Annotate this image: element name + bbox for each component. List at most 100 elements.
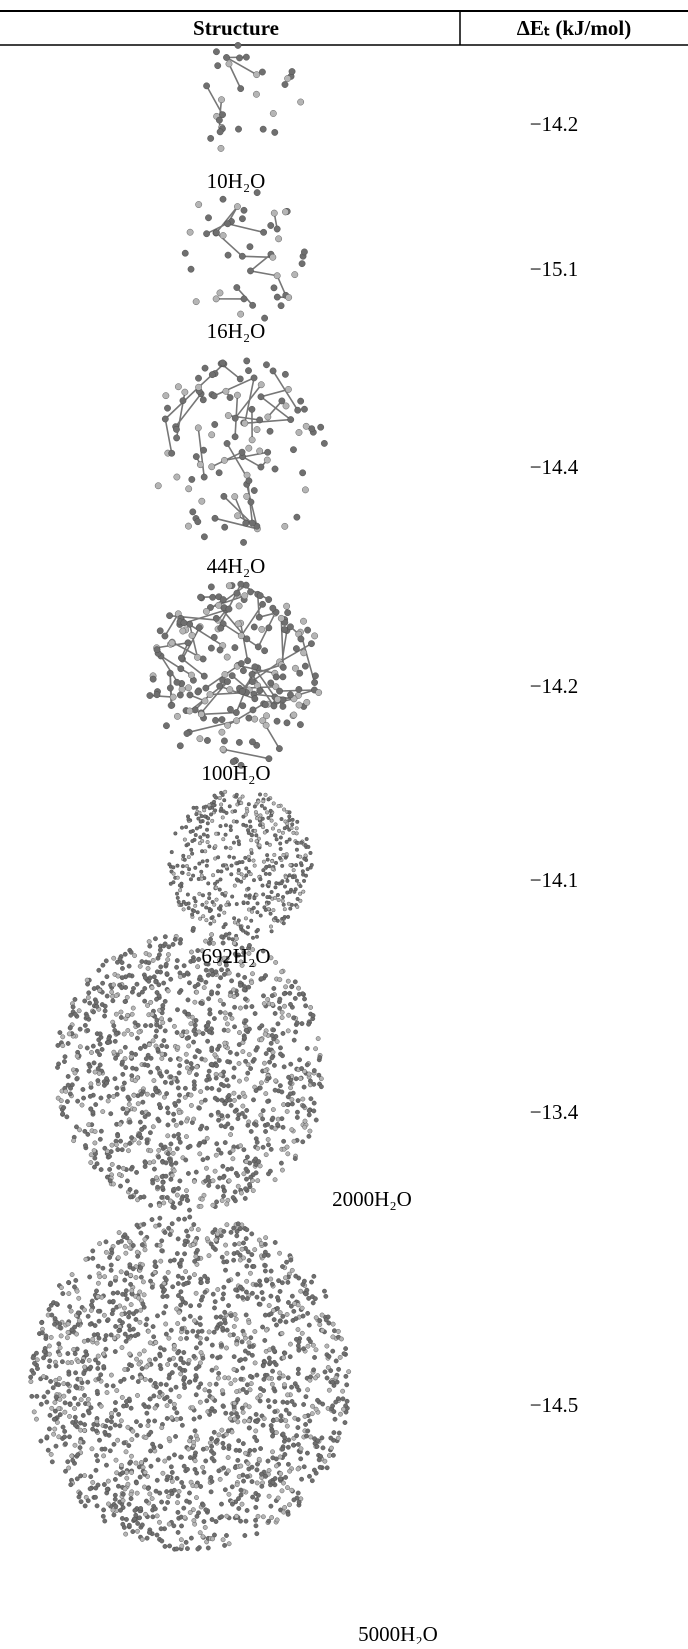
- atom: [202, 698, 208, 704]
- atom: [166, 1134, 170, 1138]
- atom: [221, 837, 225, 841]
- atom: [130, 1073, 134, 1077]
- atom: [120, 1516, 124, 1520]
- atom: [137, 1362, 141, 1366]
- atom: [307, 1072, 311, 1076]
- atom: [204, 1179, 208, 1183]
- atom: [194, 1291, 198, 1295]
- atom: [296, 1425, 300, 1429]
- atom: [275, 1295, 279, 1299]
- atom: [180, 826, 184, 830]
- atom: [83, 1143, 87, 1147]
- atom: [164, 1332, 168, 1336]
- atom: [96, 1281, 100, 1285]
- atom: [281, 895, 285, 899]
- atom: [312, 1109, 316, 1113]
- atom: [305, 1046, 309, 1050]
- atom: [214, 844, 218, 848]
- atom: [201, 914, 205, 918]
- atom: [178, 941, 182, 945]
- atom: [261, 1145, 265, 1149]
- atom: [59, 1334, 63, 1338]
- atom: [268, 864, 272, 868]
- atom: [280, 1015, 284, 1019]
- atom: [238, 633, 244, 639]
- atom: [259, 1081, 263, 1085]
- atom: [251, 375, 257, 381]
- atom: [269, 925, 273, 929]
- atom: [91, 1249, 95, 1253]
- atom: [193, 1459, 197, 1463]
- atom: [312, 673, 318, 679]
- atom: [283, 885, 287, 889]
- atom: [146, 1419, 150, 1423]
- atom: [241, 1366, 245, 1370]
- atom: [289, 1385, 293, 1389]
- atom: [222, 972, 226, 976]
- atom: [225, 811, 229, 815]
- atom: [172, 1024, 176, 1028]
- atom: [192, 1083, 196, 1087]
- atom: [118, 1050, 122, 1054]
- atom: [241, 1241, 245, 1245]
- atom: [180, 1544, 184, 1548]
- atom: [176, 1281, 180, 1285]
- atom: [263, 831, 267, 835]
- atom: [125, 1236, 129, 1240]
- atom: [157, 953, 161, 957]
- atom: [223, 1041, 227, 1045]
- atom: [270, 819, 274, 823]
- atom: [255, 1373, 259, 1377]
- atom: [189, 950, 193, 954]
- atom: [151, 958, 155, 962]
- atom: [217, 1088, 221, 1092]
- atom: [62, 1381, 66, 1385]
- atom: [299, 884, 303, 888]
- atom: [295, 848, 299, 852]
- atom: [180, 1296, 184, 1300]
- atom: [253, 1247, 257, 1251]
- atom: [288, 1002, 292, 1006]
- atom: [204, 1459, 208, 1463]
- atom: [270, 110, 276, 116]
- atom: [177, 1099, 181, 1103]
- atom: [133, 1021, 137, 1025]
- atom: [229, 872, 233, 876]
- atom: [108, 1449, 112, 1453]
- atom: [194, 1484, 198, 1488]
- atom: [309, 851, 313, 855]
- atom: [190, 509, 196, 515]
- atom: [236, 1116, 240, 1120]
- atom: [182, 1317, 186, 1321]
- atom: [323, 1370, 327, 1374]
- atom: [280, 664, 286, 670]
- atom: [101, 1266, 105, 1270]
- atom: [168, 1232, 172, 1236]
- atom: [256, 448, 262, 454]
- atom: [136, 1379, 140, 1383]
- atom: [169, 450, 175, 456]
- atom: [298, 892, 302, 896]
- atom: [237, 85, 243, 91]
- atom: [193, 904, 197, 908]
- atom: [264, 1152, 268, 1156]
- atom: [273, 896, 277, 900]
- atom: [73, 1371, 77, 1375]
- atom: [233, 921, 237, 925]
- atom: [71, 1458, 75, 1462]
- atom: [218, 145, 224, 151]
- atom: [217, 1469, 221, 1473]
- atom: [134, 1067, 138, 1071]
- atom: [279, 1418, 283, 1422]
- atom: [318, 1055, 322, 1059]
- atom: [214, 1382, 218, 1386]
- atom: [224, 922, 228, 926]
- atom: [149, 1430, 153, 1434]
- atom: [190, 852, 194, 856]
- atom: [258, 1302, 262, 1306]
- atom: [293, 1030, 297, 1034]
- atom: [310, 1479, 314, 1483]
- atom: [288, 811, 292, 815]
- atom: [145, 1138, 149, 1142]
- atom: [327, 1354, 331, 1358]
